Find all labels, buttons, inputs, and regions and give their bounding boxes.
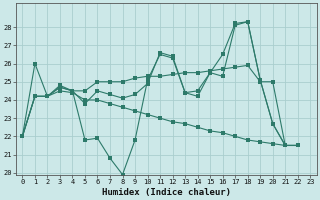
X-axis label: Humidex (Indice chaleur): Humidex (Indice chaleur): [102, 188, 231, 197]
